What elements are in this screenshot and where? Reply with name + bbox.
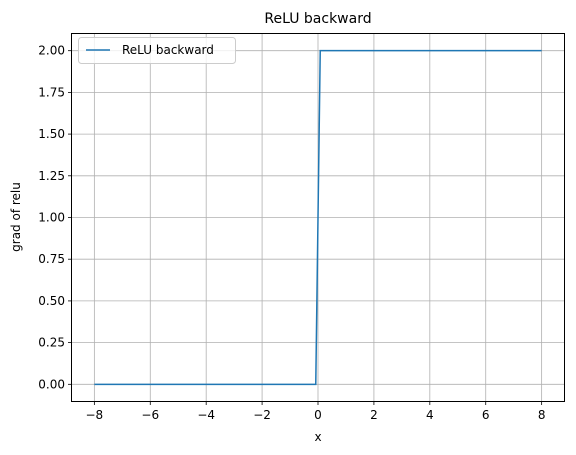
x-axis-label: x [314, 430, 321, 444]
x-tick-label: −2 [253, 408, 271, 422]
y-tick-label: 1.50 [38, 127, 65, 141]
x-axis: −8 −6 −4 −2 0 2 4 6 8 [86, 401, 546, 422]
y-tick-label: 0.00 [38, 377, 65, 391]
x-tick-label: 6 [482, 408, 490, 422]
x-tick-label: −4 [197, 408, 215, 422]
y-tick-label: 2.00 [38, 44, 65, 58]
x-tick-label: 8 [538, 408, 546, 422]
series-line [94, 49, 542, 386]
legend: ReLU backward [78, 37, 236, 64]
y-axis-label: grad of relu [9, 182, 23, 252]
y-tick-label: 1.25 [38, 169, 65, 183]
x-tick-label: 2 [370, 408, 378, 422]
y-tick-label: 0.25 [38, 336, 65, 350]
x-tick-label: 4 [426, 408, 434, 422]
y-tick-label: 0.50 [38, 294, 65, 308]
legend-label: ReLU backward [122, 43, 214, 57]
x-tick-label: −8 [86, 408, 104, 422]
series-layer [94, 49, 542, 386]
x-tick-label: 0 [314, 408, 322, 422]
y-tick-label: 1.00 [38, 211, 65, 225]
legend-box [78, 37, 236, 64]
y-axis: 0.00 0.25 0.50 0.75 1.00 1.25 1.50 1.75 2.00 [38, 44, 72, 391]
x-tick-label: −6 [141, 408, 159, 422]
chart-title: ReLU backward [264, 11, 371, 27]
y-tick-label: 1.75 [38, 85, 65, 99]
y-tick-label: 0.75 [38, 252, 65, 266]
